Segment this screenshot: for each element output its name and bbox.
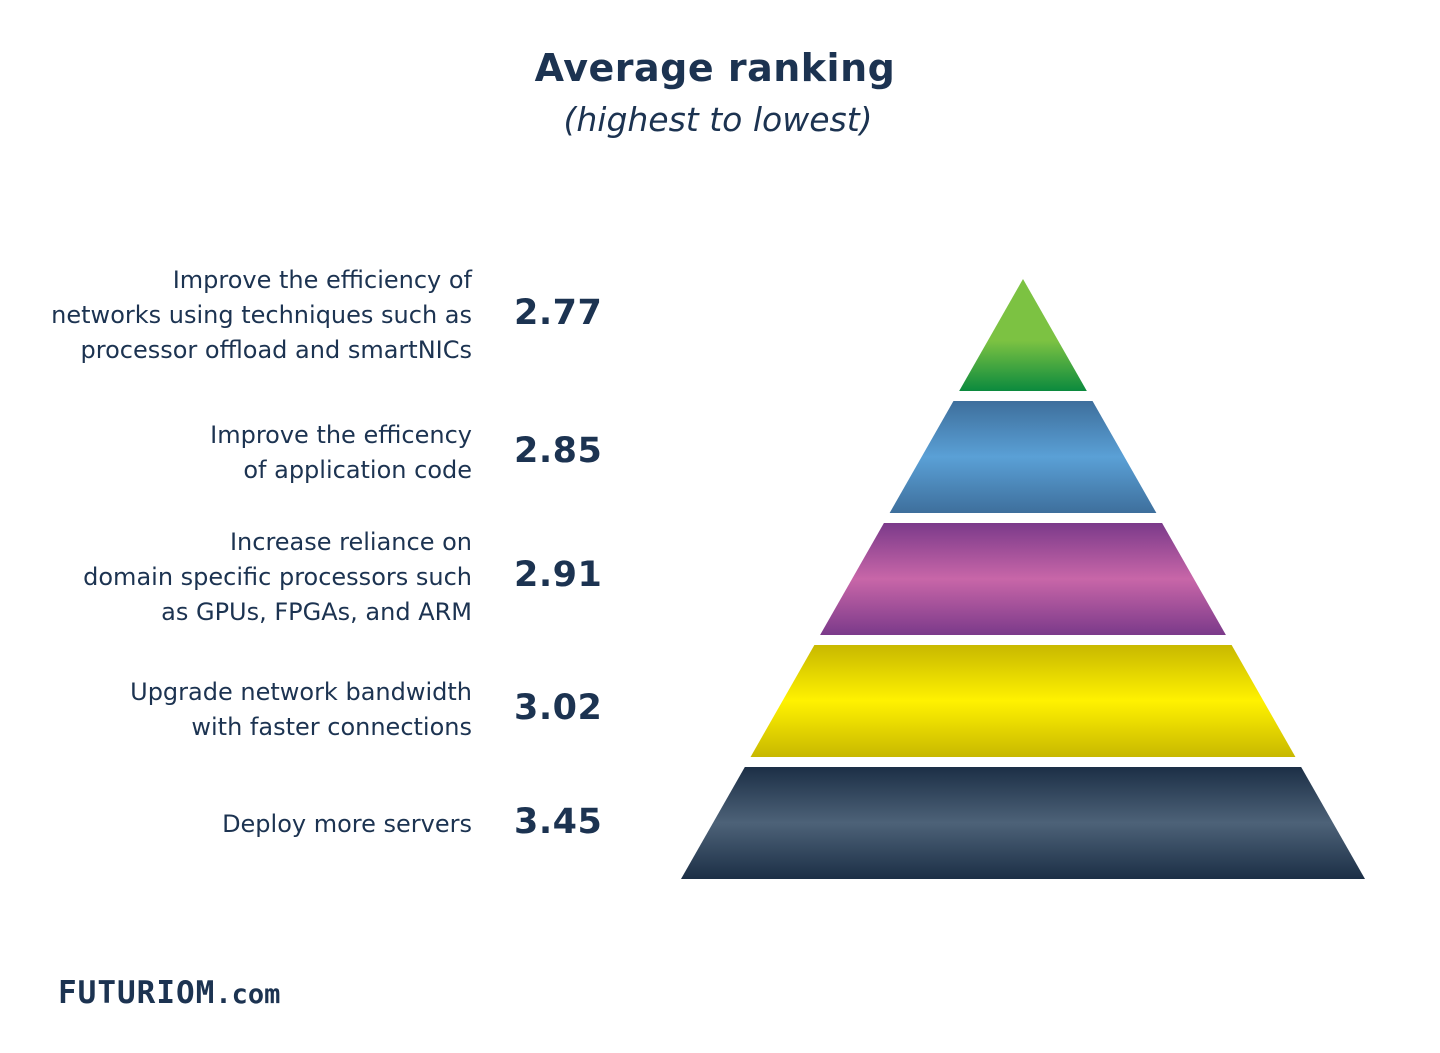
tier-value-5: 3.45 (514, 802, 603, 842)
chart-title: Average ranking (534, 46, 896, 90)
tier-label-line: as GPUs, FPGAs, and ARM (161, 597, 472, 626)
logo-text: FUTURIOM (58, 975, 216, 1011)
pyramid-tier-4 (750, 645, 1296, 757)
logo-domain: .com (215, 979, 281, 1010)
tier-label-line: networks using techniques such as (51, 300, 472, 329)
tier-label-3: Increase reliance on domain specific proc… (32, 525, 472, 630)
tier-label-4: Upgrade network bandwidth with faster con… (32, 675, 472, 745)
tier-label-line: Improve the efficency (210, 421, 472, 449)
pyramid-tier-2 (889, 401, 1157, 513)
tier-value-1: 2.77 (514, 293, 603, 333)
pyramid-tier-5 (681, 767, 1365, 879)
futuriom-logo: FUTURIOM.com (58, 975, 280, 1011)
pyramid-tier-3 (820, 523, 1226, 635)
tier-value-2: 2.85 (514, 431, 603, 471)
tier-label-line: Upgrade network bandwidth (130, 678, 472, 706)
tier-label-line: of application code (243, 456, 472, 484)
chart-subtitle: (highest to lowest) (563, 100, 873, 139)
tier-label-2: Improve the efficency of application code (32, 418, 472, 488)
tier-label-line: domain specific processors such (83, 562, 472, 591)
tier-label-line: Improve the efficiency of (172, 265, 472, 294)
tier-value-3: 2.91 (514, 555, 603, 595)
tier-label-line: with faster connections (191, 713, 472, 741)
tier-label-line: Deploy more servers (222, 809, 472, 838)
pyramid-tier-1 (959, 279, 1087, 391)
tier-value-4: 3.02 (514, 688, 603, 728)
tier-label-line: Increase reliance on (229, 527, 472, 556)
tier-label-5: Deploy more servers (32, 807, 472, 842)
tier-label-line: processor offload and smartNICs (80, 335, 473, 364)
tier-label-1: Improve the efficiency of networks using … (32, 263, 472, 368)
